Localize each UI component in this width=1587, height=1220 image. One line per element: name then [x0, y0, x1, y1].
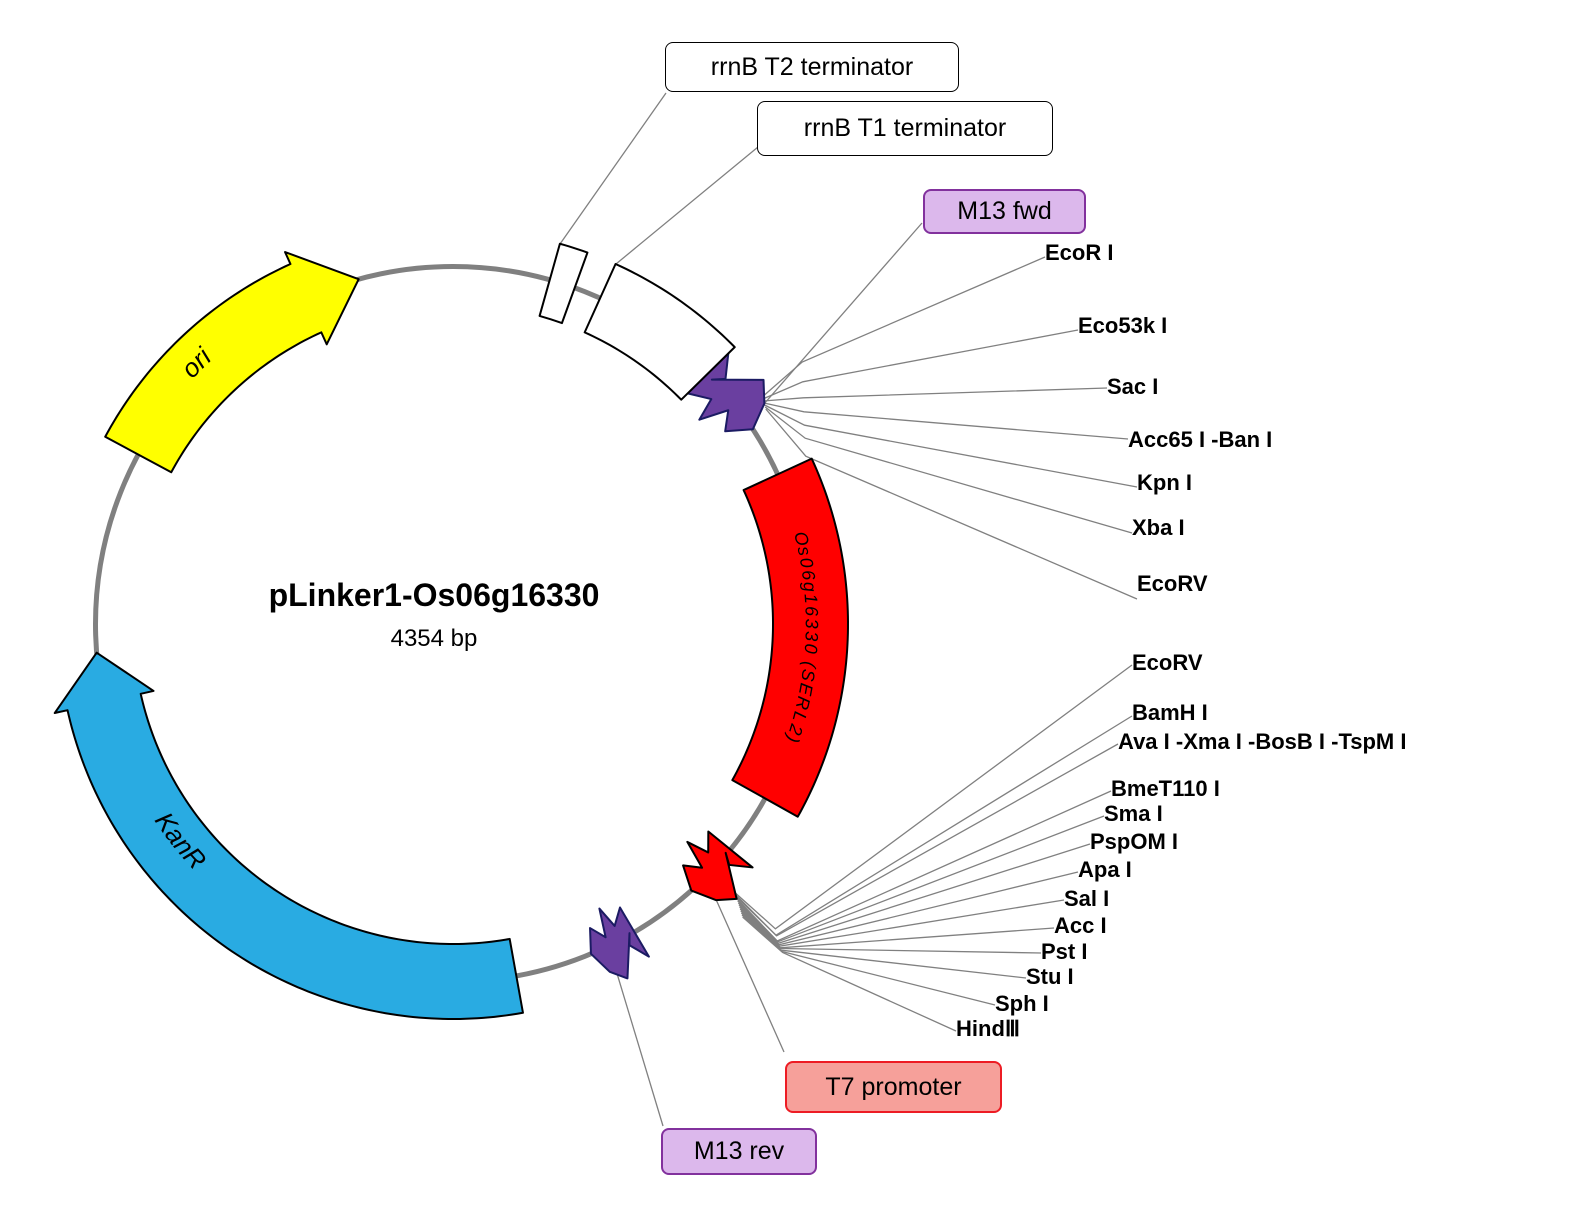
svg-text:pLinker1-Os06g16330: pLinker1-Os06g16330	[269, 577, 600, 613]
svg-text:1: 1	[801, 593, 822, 604]
svg-text:4354 bp: 4354 bp	[391, 625, 478, 652]
svg-text:3: 3	[801, 631, 821, 642]
svg-text:0: 0	[801, 643, 822, 654]
svg-text:g: g	[799, 581, 820, 593]
svg-text:3: 3	[802, 619, 822, 629]
svg-text:6: 6	[801, 606, 821, 618]
